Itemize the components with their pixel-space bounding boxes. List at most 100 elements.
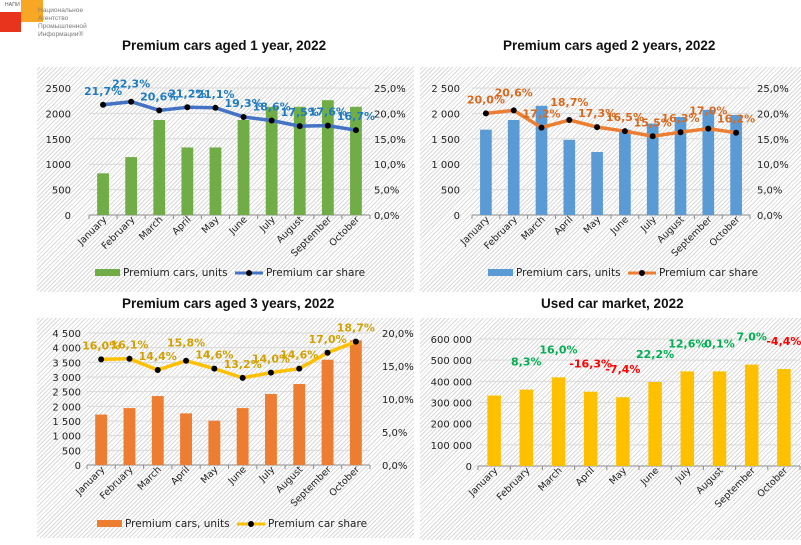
share-point-february [128, 98, 135, 105]
share-point-may [594, 124, 601, 131]
legend-bar-swatch [488, 269, 513, 276]
bar-june [648, 381, 662, 466]
right-axis-tick-label: 5,0% [374, 186, 399, 197]
right-axis-tick-label: 15,0% [382, 362, 414, 373]
share-point-march [538, 124, 545, 131]
left-axis-tick-label: 3 500 [52, 358, 81, 369]
share-point-july [267, 369, 274, 376]
left-axis-tick-label: 0 [454, 211, 460, 222]
growth-annotation: 22,2% [636, 348, 674, 361]
left-axis-tick-label: 600 000 [431, 335, 472, 346]
share-point-july [649, 133, 656, 140]
bar-february [125, 157, 138, 215]
share-point-february [510, 107, 517, 114]
bar-september [321, 100, 334, 215]
share-data-label: 15,8% [167, 337, 205, 350]
share-data-label: 21,7% [84, 85, 122, 98]
right-axis-tick-label: 10,0% [374, 160, 406, 171]
month-label: April [169, 464, 192, 487]
share-data-label: 16,7% [337, 110, 375, 123]
share-line [101, 339, 357, 380]
bar-april [583, 391, 598, 466]
share-data-label: 17,0% [689, 105, 727, 118]
bar-july [265, 106, 278, 215]
share-point-june [240, 113, 247, 120]
share-point-october [352, 338, 359, 345]
left-axis-tick-label: 1500 [46, 135, 71, 146]
share-point-april [183, 357, 190, 364]
month-label: May [582, 214, 604, 236]
share-point-april [566, 117, 573, 124]
chart4-title: Used car market, 2022 [541, 296, 684, 311]
right-axis-tick-label: 0,0% [757, 211, 782, 222]
bar-october [777, 369, 791, 466]
bar-june [236, 408, 249, 465]
right-axis-tick-label: 10,0% [757, 160, 789, 171]
left-axis-tick-label: 0 [75, 461, 81, 472]
bar-september [744, 364, 759, 466]
left-axis-tick-label: 1 000 [431, 160, 460, 171]
left-axis-tick-label: 200 000 [431, 420, 472, 431]
bar-january [95, 414, 108, 465]
share-data-label: 17,0% [308, 333, 346, 346]
growth-annotation: 7,0% [736, 331, 767, 344]
bar-july [265, 394, 277, 465]
share-data-label: 18,7% [337, 322, 375, 335]
month-label: March [136, 464, 164, 492]
growth-annotation: -4,4% [766, 335, 801, 348]
share-data-label: 13,2% [224, 358, 262, 371]
left-axis-tick-label: 500 [52, 186, 71, 197]
right-axis-tick-label: 20,0% [382, 329, 414, 340]
chart2-svg: 0 500 1 000 1 500 2 000 2 500 0,0% 5,0% 10,0% 15,… [431, 84, 789, 279]
right-axis-tick-label: 0,0% [382, 461, 407, 472]
chart4-panel: 0 100 000 200 000 300 000 400 000 500 000 600 … [420, 318, 801, 540]
share-point-february [126, 355, 133, 362]
bar-august [293, 384, 306, 465]
logo-tag: НАПИ [5, 2, 20, 8]
legend-bar-swatch [95, 269, 120, 276]
share-point-march [156, 107, 163, 114]
share-data-label: 16,5% [606, 111, 644, 124]
growth-annotation: 8,3% [511, 356, 542, 369]
napi-logo: НАПИ Национальное Агентство Промышленной… [0, 0, 120, 50]
bar-february [519, 389, 534, 466]
month-label: July [257, 214, 278, 235]
chart3-title: Premium cars aged 3 years, 2022 [122, 296, 335, 311]
left-axis-tick-label: 2 000 [431, 109, 460, 120]
share-data-label: 18,6% [253, 101, 291, 114]
left-axis-tick-label: 0 [65, 211, 71, 222]
share-data-label: 15,5% [634, 116, 672, 129]
logo-name: Национальное Агентство Промышленной Инфо… [38, 7, 87, 38]
share-point-march [154, 366, 161, 373]
share-point-may [212, 104, 219, 111]
share-point-june [239, 374, 246, 381]
left-axis-tick-label: 2500 [46, 84, 71, 95]
share-point-january [98, 356, 105, 363]
growth-annotation: 16,0% [539, 343, 577, 356]
share-point-august [677, 129, 684, 136]
share-data-label: 14,6% [195, 349, 233, 362]
logo-orange-square [21, 0, 43, 22]
share-point-may [211, 365, 218, 372]
legend-bar-label: Premium cars, units [516, 267, 621, 279]
left-axis-tick-label: 2 000 [52, 402, 81, 413]
legend-line-marker [639, 270, 645, 276]
right-axis-tick-label: 20,0% [374, 109, 406, 120]
chart1-panel: 0 500 1000 1500 2000 2500 0,0% 5,0% 10,0% 15,0% 20… [37, 67, 414, 292]
bar-august [674, 116, 687, 215]
month-label: October [327, 464, 362, 499]
share-data-label: 17,6% [309, 106, 347, 119]
right-axis-tick-label: 10,0% [382, 395, 414, 406]
share-data-label: 20,6% [140, 90, 178, 103]
share-point-july [268, 117, 275, 124]
right-axis-tick-label: 5,0% [757, 186, 782, 197]
growth-annotation: 12,6% [668, 337, 706, 350]
right-axis-tick-label: 20,0% [757, 109, 789, 120]
share-point-june [621, 128, 628, 135]
chart1-title: Premium cars aged 1 year, 2022 [122, 38, 327, 53]
share-data-label: 20,6% [495, 86, 533, 99]
share-data-label: 17,3% [578, 107, 616, 120]
month-label: March [137, 214, 165, 242]
chart1-svg: 0 500 1000 1500 2000 2500 0,0% 5,0% 10,0% 15,0% 20… [46, 78, 406, 279]
share-point-september [324, 122, 331, 129]
